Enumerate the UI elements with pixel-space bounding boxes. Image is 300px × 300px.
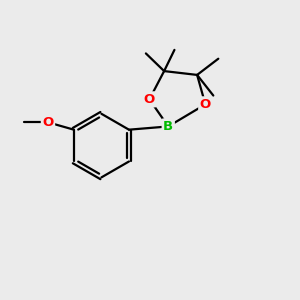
- Text: O: O: [42, 116, 54, 129]
- Text: B: B: [163, 120, 173, 133]
- Text: O: O: [200, 98, 211, 111]
- Text: O: O: [144, 93, 155, 106]
